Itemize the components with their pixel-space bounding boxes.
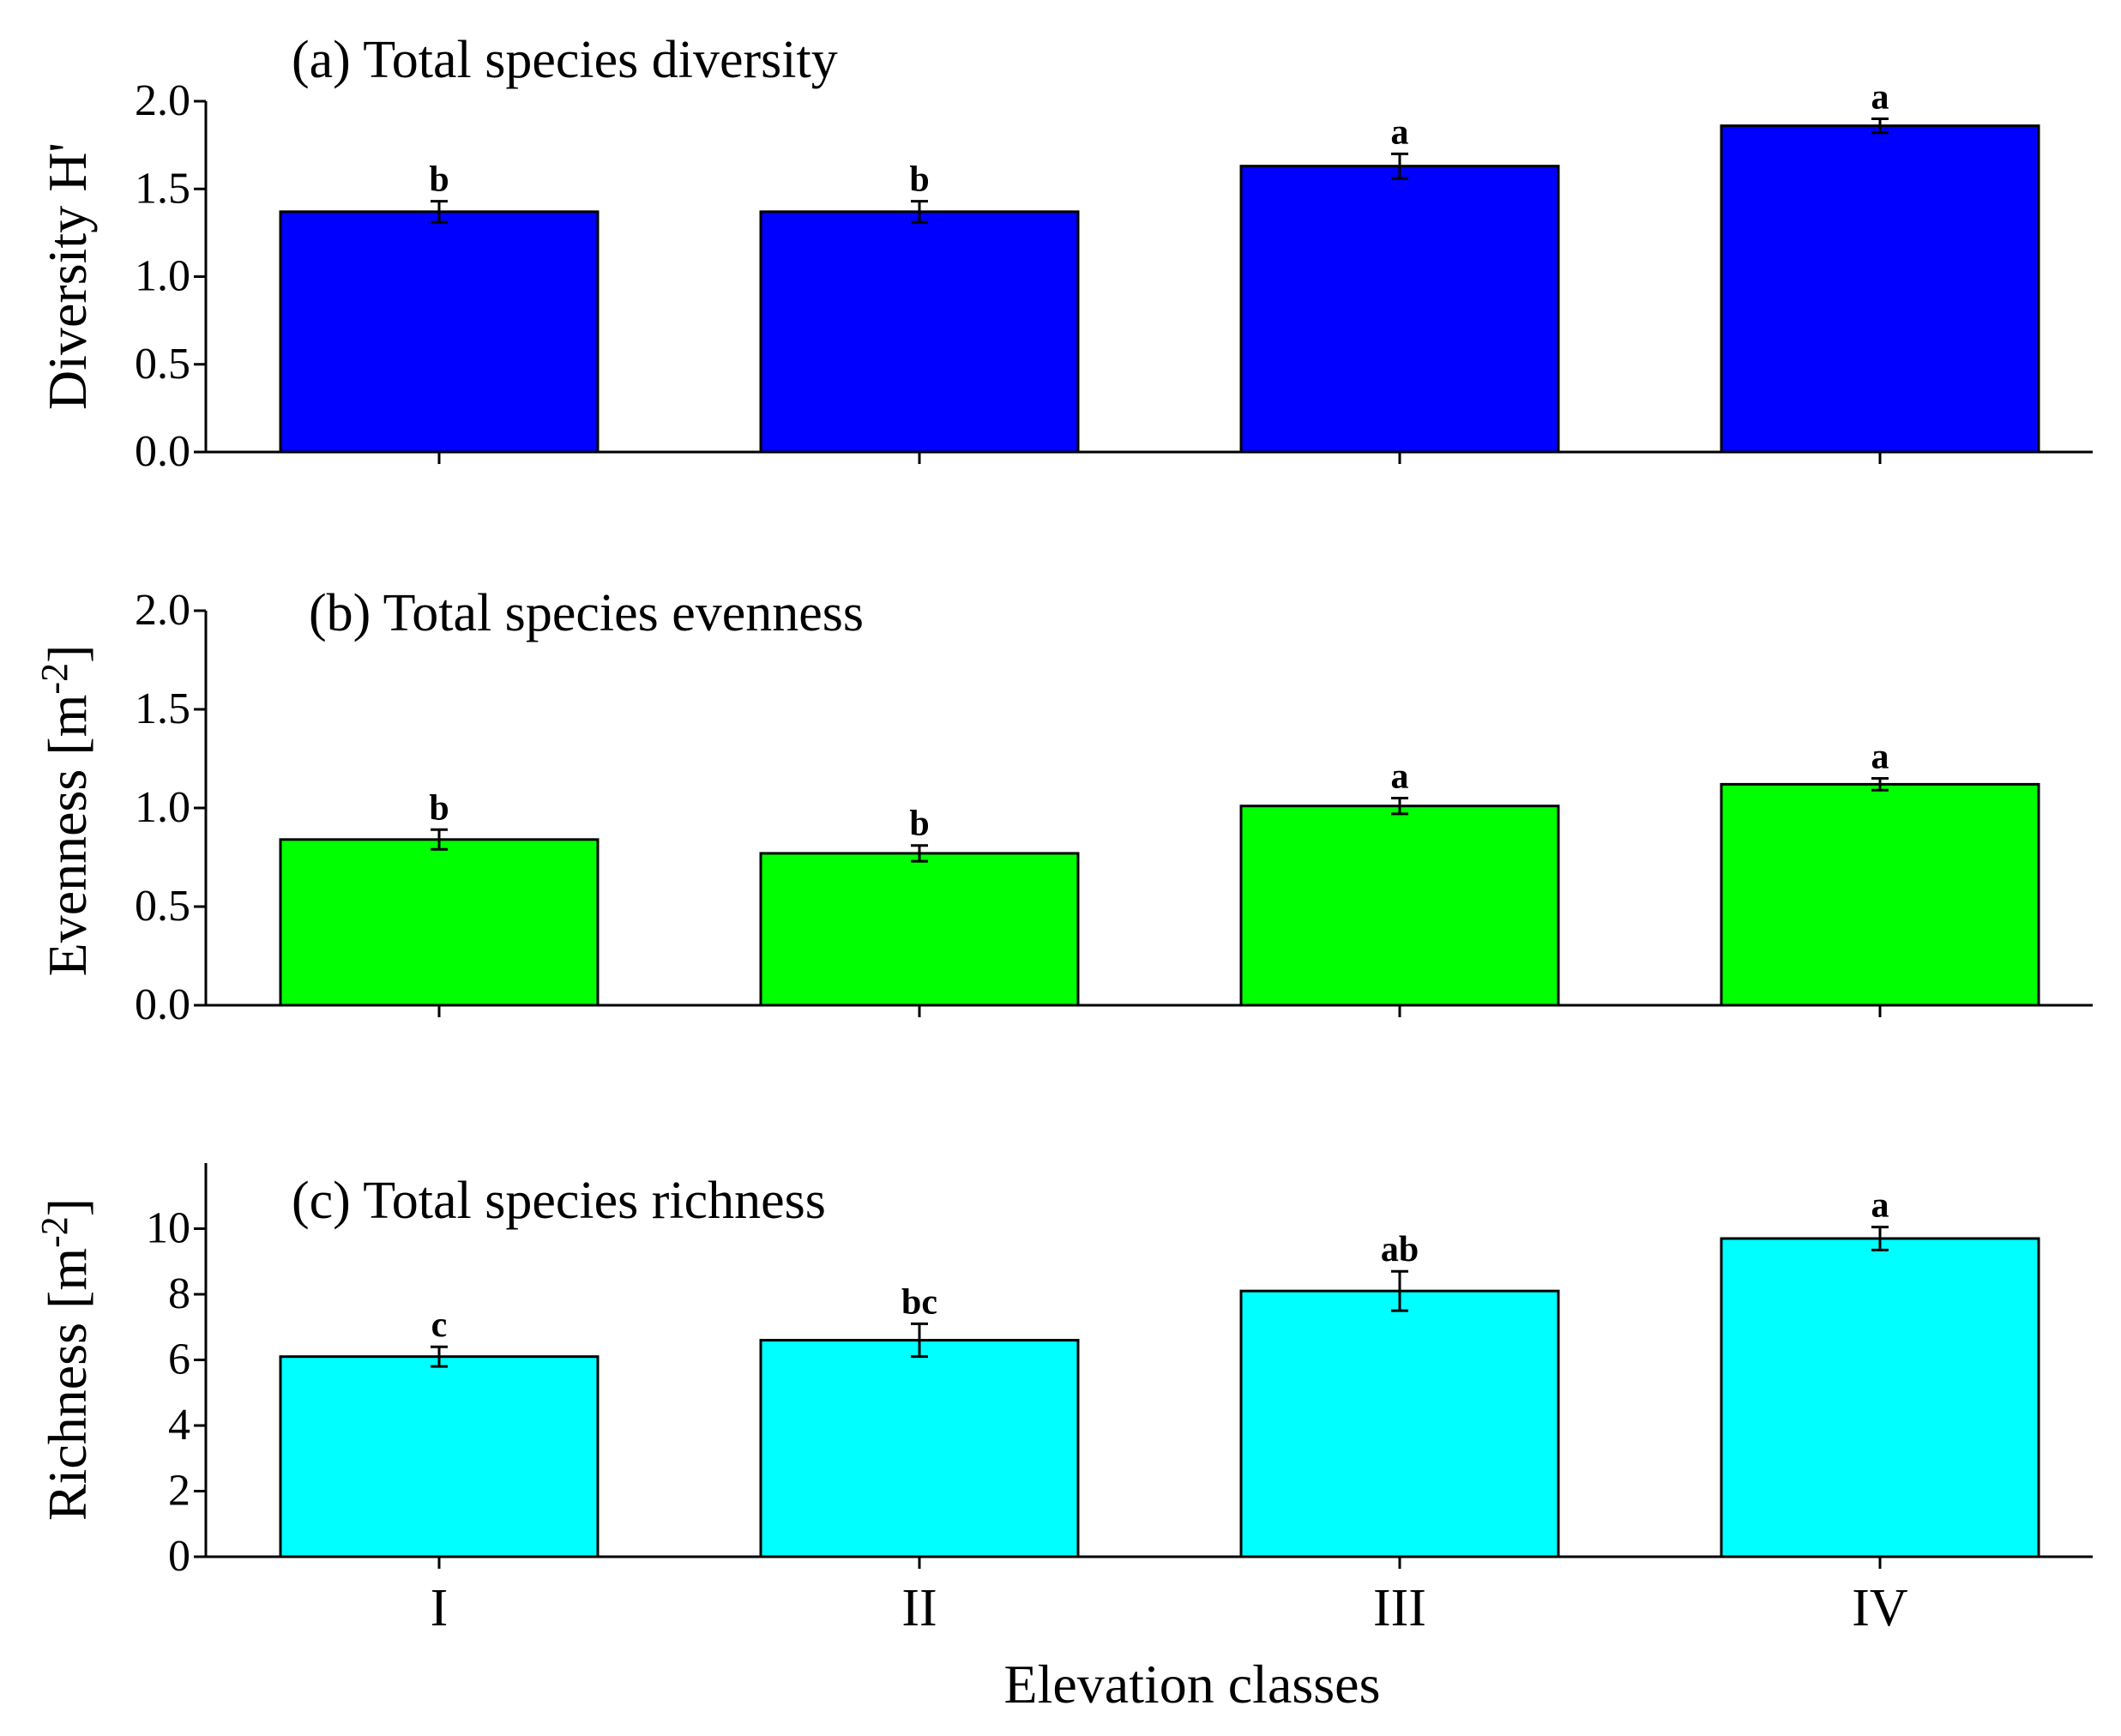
y-tick-label: 0.0 — [135, 427, 190, 476]
error-bar — [911, 1322, 928, 1359]
bar-II — [759, 210, 1080, 454]
y-tick-label: 4 — [168, 1401, 190, 1450]
panel-title: (c) Total species richness — [292, 1172, 826, 1230]
error-bar — [431, 1345, 448, 1368]
y-tick-label: 2.0 — [135, 76, 190, 125]
significance-letter: a — [1871, 1186, 1889, 1226]
significance-letter: a — [1871, 77, 1889, 117]
panel-title: (a) Total species diversity — [292, 31, 838, 89]
x-tick-label-I: I — [431, 1579, 449, 1637]
error-bar — [1391, 152, 1408, 180]
bar-IV — [1720, 782, 2040, 1007]
significance-letter: a — [1871, 738, 1889, 777]
error-bar — [911, 200, 928, 224]
y-tick-label: 2.0 — [135, 586, 190, 635]
significance-letter: a — [1391, 757, 1409, 797]
error-bar — [911, 844, 928, 863]
error-bar — [1871, 1226, 1889, 1251]
bar-IV — [1720, 124, 2040, 454]
y-tick-label: 0.5 — [135, 340, 190, 389]
y-tick-label: 10 — [146, 1204, 190, 1253]
y-tick-label: 0.5 — [135, 882, 190, 931]
bar-III — [1239, 165, 1560, 454]
x-tick-label-III: III — [1373, 1579, 1426, 1637]
error-bar — [431, 828, 448, 851]
error-bar — [1871, 777, 1889, 792]
error-bar — [1871, 117, 1889, 135]
significance-letter: ab — [1381, 1230, 1419, 1269]
bar-I — [279, 838, 600, 1007]
x-axis-tick-labels: I II III IV — [431, 1579, 1908, 1637]
y-tick-label: 2 — [168, 1467, 190, 1516]
bar-III — [1239, 1289, 1560, 1558]
panel-1: 0.0 0.5 1.0 1.5 2.0 b b a a (a) Total species div… — [37, 31, 2093, 476]
y-tick-label: 1.5 — [135, 164, 190, 213]
error-bar — [431, 200, 448, 224]
y-axis-label: Evenness [m-2] — [33, 645, 98, 977]
significance-letter: a — [1391, 112, 1409, 152]
x-tick-label-II: II — [901, 1579, 937, 1637]
bar-IV — [1720, 1237, 2040, 1558]
bar-I — [279, 210, 600, 454]
y-axis-label: Richness [m-2] — [33, 1198, 98, 1521]
panels: 0.0 0.5 1.0 1.5 2.0 b b a a (a) Total species div… — [33, 31, 2093, 1581]
significance-letter: bc — [901, 1282, 937, 1322]
bar-I — [279, 1355, 600, 1558]
bar-III — [1239, 805, 1560, 1007]
significance-letter: b — [429, 788, 449, 828]
panel-title: (b) Total species evenness — [309, 584, 864, 642]
error-bar — [1391, 1269, 1408, 1312]
bar-II — [759, 852, 1080, 1007]
y-tick-label: 0 — [168, 1532, 190, 1581]
y-tick-label: 6 — [168, 1335, 190, 1384]
panel-2: 0.0 0.5 1.0 1.5 2.0 b b a a (b) Total species eve… — [33, 584, 2093, 1029]
significance-letter: b — [909, 805, 929, 844]
panel-3: 0 2 4 6 8 10 c bc ab a (c) Total species richness R… — [33, 1163, 2093, 1581]
bar-II — [759, 1339, 1080, 1558]
y-tick-label: 8 — [168, 1269, 190, 1318]
x-axis-label: Elevation classes — [1004, 1654, 1381, 1715]
y-tick-label: 1.0 — [135, 783, 190, 832]
y-tick-label: 0.0 — [135, 980, 190, 1029]
y-axis-label: Diversity H' — [37, 142, 98, 410]
significance-letter: c — [431, 1305, 448, 1345]
significance-letter: b — [429, 160, 449, 200]
error-bar — [1391, 797, 1408, 816]
y-tick-label: 1.5 — [135, 684, 190, 733]
significance-letter: b — [909, 160, 929, 200]
y-tick-label: 1.0 — [135, 252, 190, 301]
x-tick-label-IV: IV — [1852, 1579, 1908, 1637]
